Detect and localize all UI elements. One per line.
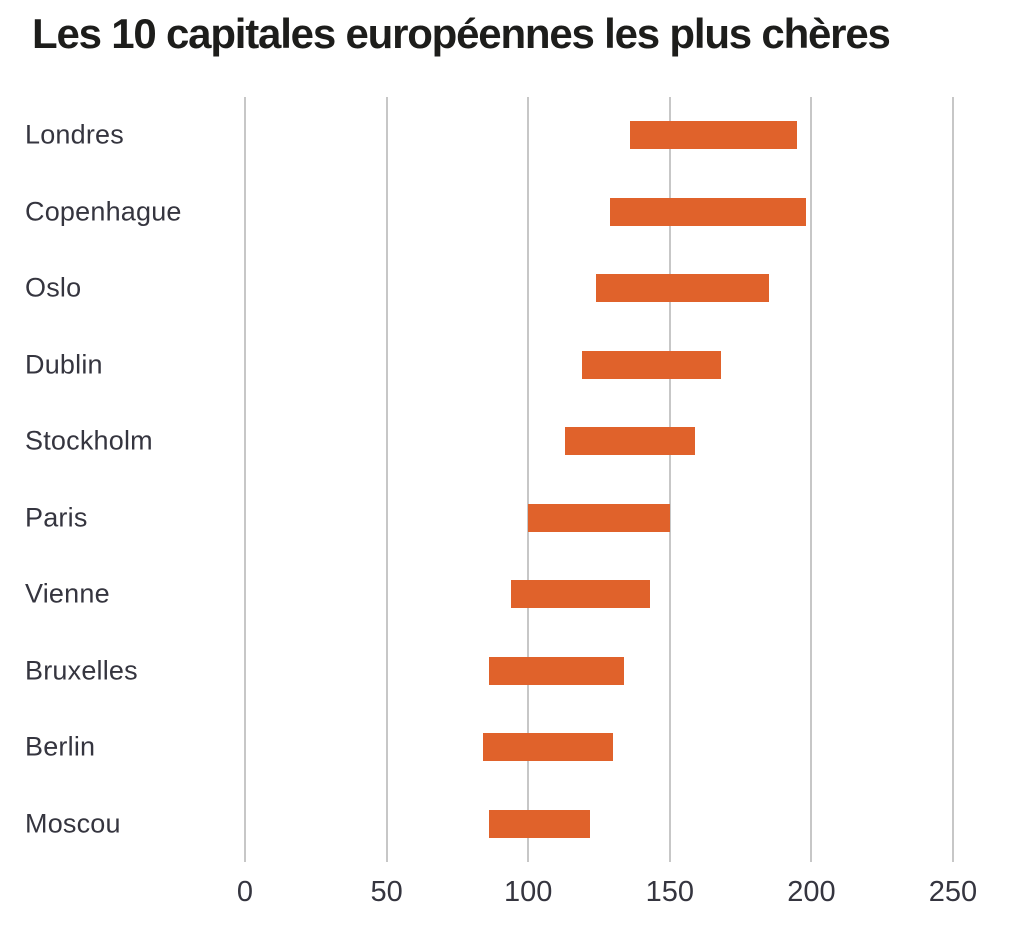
- gridline-0: [244, 97, 246, 862]
- category-label-copenhague: Copenhague: [25, 196, 182, 227]
- range-bar-stockholm: [565, 427, 696, 456]
- category-label-stockholm: Stockholm: [25, 425, 153, 456]
- category-label-berlin: Berlin: [25, 731, 96, 762]
- range-bar-paris: [528, 503, 670, 532]
- range-bar-dublin: [582, 350, 721, 379]
- x-axis-tick-label-50: 50: [370, 876, 403, 908]
- category-label-bruxelles: Bruxelles: [25, 655, 138, 686]
- category-label-dublin: Dublin: [25, 349, 103, 380]
- range-bar-berlin: [482, 733, 614, 762]
- gridline-200: [810, 97, 813, 862]
- category-label-oslo: Oslo: [25, 272, 82, 303]
- gridline-250: [952, 97, 954, 862]
- x-axis-tick-label-250: 250: [928, 876, 978, 908]
- chart-title: Les 10 capitales européennes les plus ch…: [32, 10, 891, 57]
- x-axis-tick-label-0: 0: [236, 876, 254, 908]
- gridline-150: [668, 97, 671, 862]
- range-bar-vienne: [511, 580, 650, 609]
- x-axis-tick-label-150: 150: [645, 876, 694, 908]
- x-axis-tick-label-100: 100: [503, 876, 553, 908]
- gridline-100: [527, 97, 530, 862]
- category-label-moscou: Moscou: [25, 808, 121, 839]
- range-bar-oslo: [596, 274, 769, 303]
- x-axis-tick-label-200: 200: [787, 876, 836, 908]
- range-bar-londres: [630, 121, 798, 150]
- category-label-paris: Paris: [25, 502, 88, 533]
- gridline-50: [385, 97, 388, 862]
- range-bar-copenhague: [610, 197, 806, 226]
- category-label-vienne: Vienne: [25, 578, 110, 609]
- range-bar-moscou: [488, 809, 591, 838]
- range-bar-bruxelles: [488, 656, 625, 685]
- category-label-londres: Londres: [25, 119, 124, 150]
